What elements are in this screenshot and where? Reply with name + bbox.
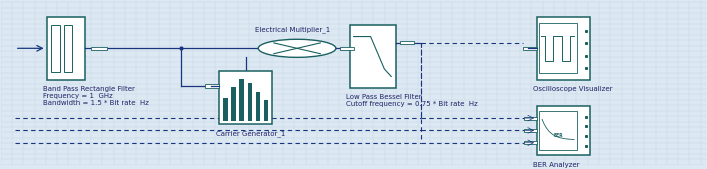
Text: Band Pass Rectangle Filter
Frequency = 1  GHz
Bandwidth = 1.5 * Bit rate  Hz: Band Pass Rectangle Filter Frequency = 1… [43,86,149,106]
Bar [223,98,228,121]
Bar [340,47,354,50]
Bar [255,92,260,121]
Bar [525,117,537,120]
Circle shape [258,39,336,57]
Bar [537,106,590,155]
Bar [247,83,252,121]
Bar [205,84,219,88]
Text: BER: BER [554,133,563,138]
Text: Low Pass Bessel Filter
Cutoff frequency = 0.75 * Bit rate  Hz: Low Pass Bessel Filter Cutoff frequency … [346,94,478,107]
Bar [539,23,577,73]
Bar [91,46,107,50]
Bar [219,71,272,124]
Bar [525,141,537,144]
Bar [47,17,86,80]
Bar [400,41,414,44]
Text: Oscilloscope Visualizer: Oscilloscope Visualizer [533,86,613,92]
Bar [240,79,244,121]
Text: Electrical Multiplier_1: Electrical Multiplier_1 [255,26,330,33]
Bar [231,87,236,121]
Bar [537,17,590,80]
Text: Carrier Generator_1: Carrier Generator_1 [216,130,286,137]
Text: BER Analyzer: BER Analyzer [533,162,580,168]
Bar [525,129,537,132]
Bar [64,25,72,72]
Bar [350,25,396,88]
Bar [539,111,577,150]
Bar [523,47,537,50]
Bar [264,100,269,121]
Bar [51,25,60,72]
